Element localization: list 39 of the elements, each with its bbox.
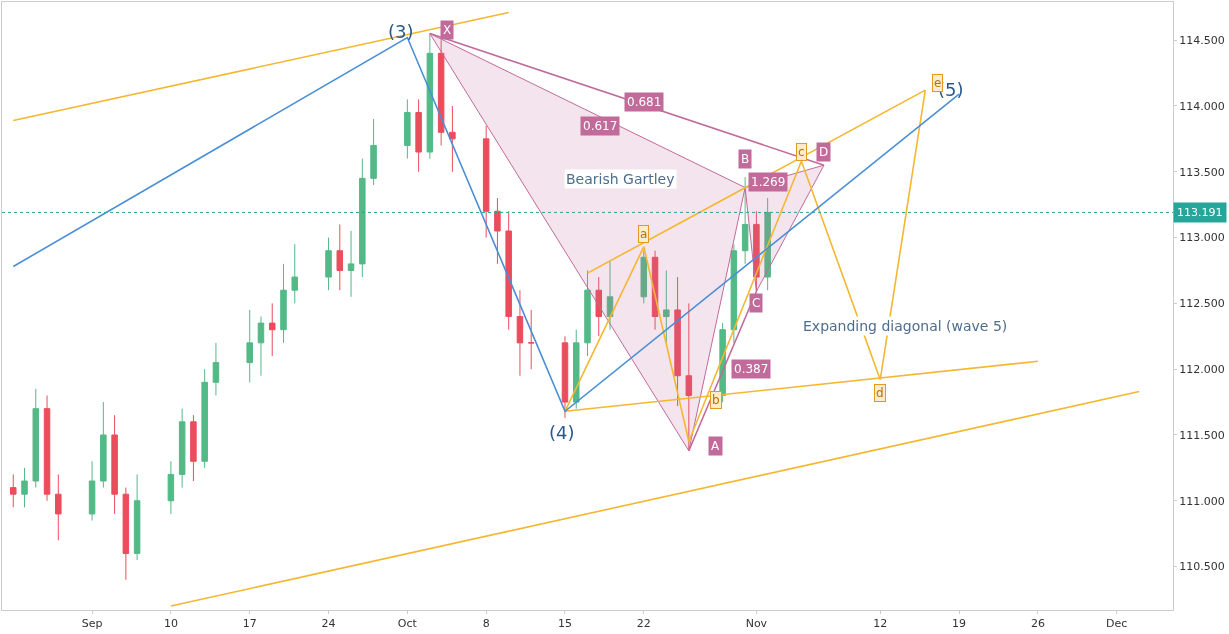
y-tick-label: 112.500 — [1179, 297, 1225, 311]
x-tick-label: Sep — [81, 617, 103, 631]
x-tick-label: 12 — [873, 617, 888, 631]
x-tick-label: 10 — [163, 617, 178, 631]
annotation: Bearish Gartley — [566, 171, 675, 187]
y-tick-label: 111.000 — [1179, 494, 1225, 508]
x-tick-label: 17 — [242, 617, 257, 631]
x-tick-label: 24 — [321, 617, 336, 631]
x-tick-label: Dec — [1106, 617, 1128, 631]
annotation: 0.681 — [627, 95, 662, 109]
annotation: b — [712, 393, 720, 407]
y-tick-label: 114.000 — [1179, 99, 1225, 113]
annotation: c — [798, 145, 805, 159]
annotation: (4) — [549, 422, 575, 443]
y-tick-label: 112.000 — [1179, 363, 1225, 377]
x-tick-label: 19 — [952, 617, 967, 631]
x-tick-label: Oct — [397, 617, 418, 631]
annotation: 0.617 — [583, 119, 618, 133]
ref-line-label: 113.191 — [1177, 206, 1223, 219]
x-tick-label: 15 — [557, 617, 572, 631]
y-tick-label: 110.500 — [1179, 560, 1225, 574]
annotation: X — [443, 23, 452, 37]
annotation: d — [876, 386, 884, 400]
annotation: B — [741, 152, 750, 166]
x-tick-label: 8 — [482, 617, 490, 631]
y-tick-label: 111.500 — [1179, 428, 1225, 442]
annotation: Expanding diagonal (wave 5) — [803, 318, 1008, 334]
x-tick-label: 22 — [636, 617, 651, 631]
y-tick-label: 113.000 — [1179, 231, 1225, 245]
x-tick-label: Nov — [745, 617, 768, 631]
y-tick-label: 113.500 — [1179, 165, 1225, 179]
x-tick-label: 26 — [1030, 617, 1045, 631]
annotation: 0.387 — [734, 362, 769, 376]
annotation: D — [819, 145, 829, 159]
annotation: a — [640, 227, 648, 241]
annotation: A — [711, 439, 720, 453]
annotation: C — [752, 296, 761, 310]
y-tick-label: 114.500 — [1179, 34, 1225, 48]
annotation: 1.269 — [751, 175, 786, 189]
